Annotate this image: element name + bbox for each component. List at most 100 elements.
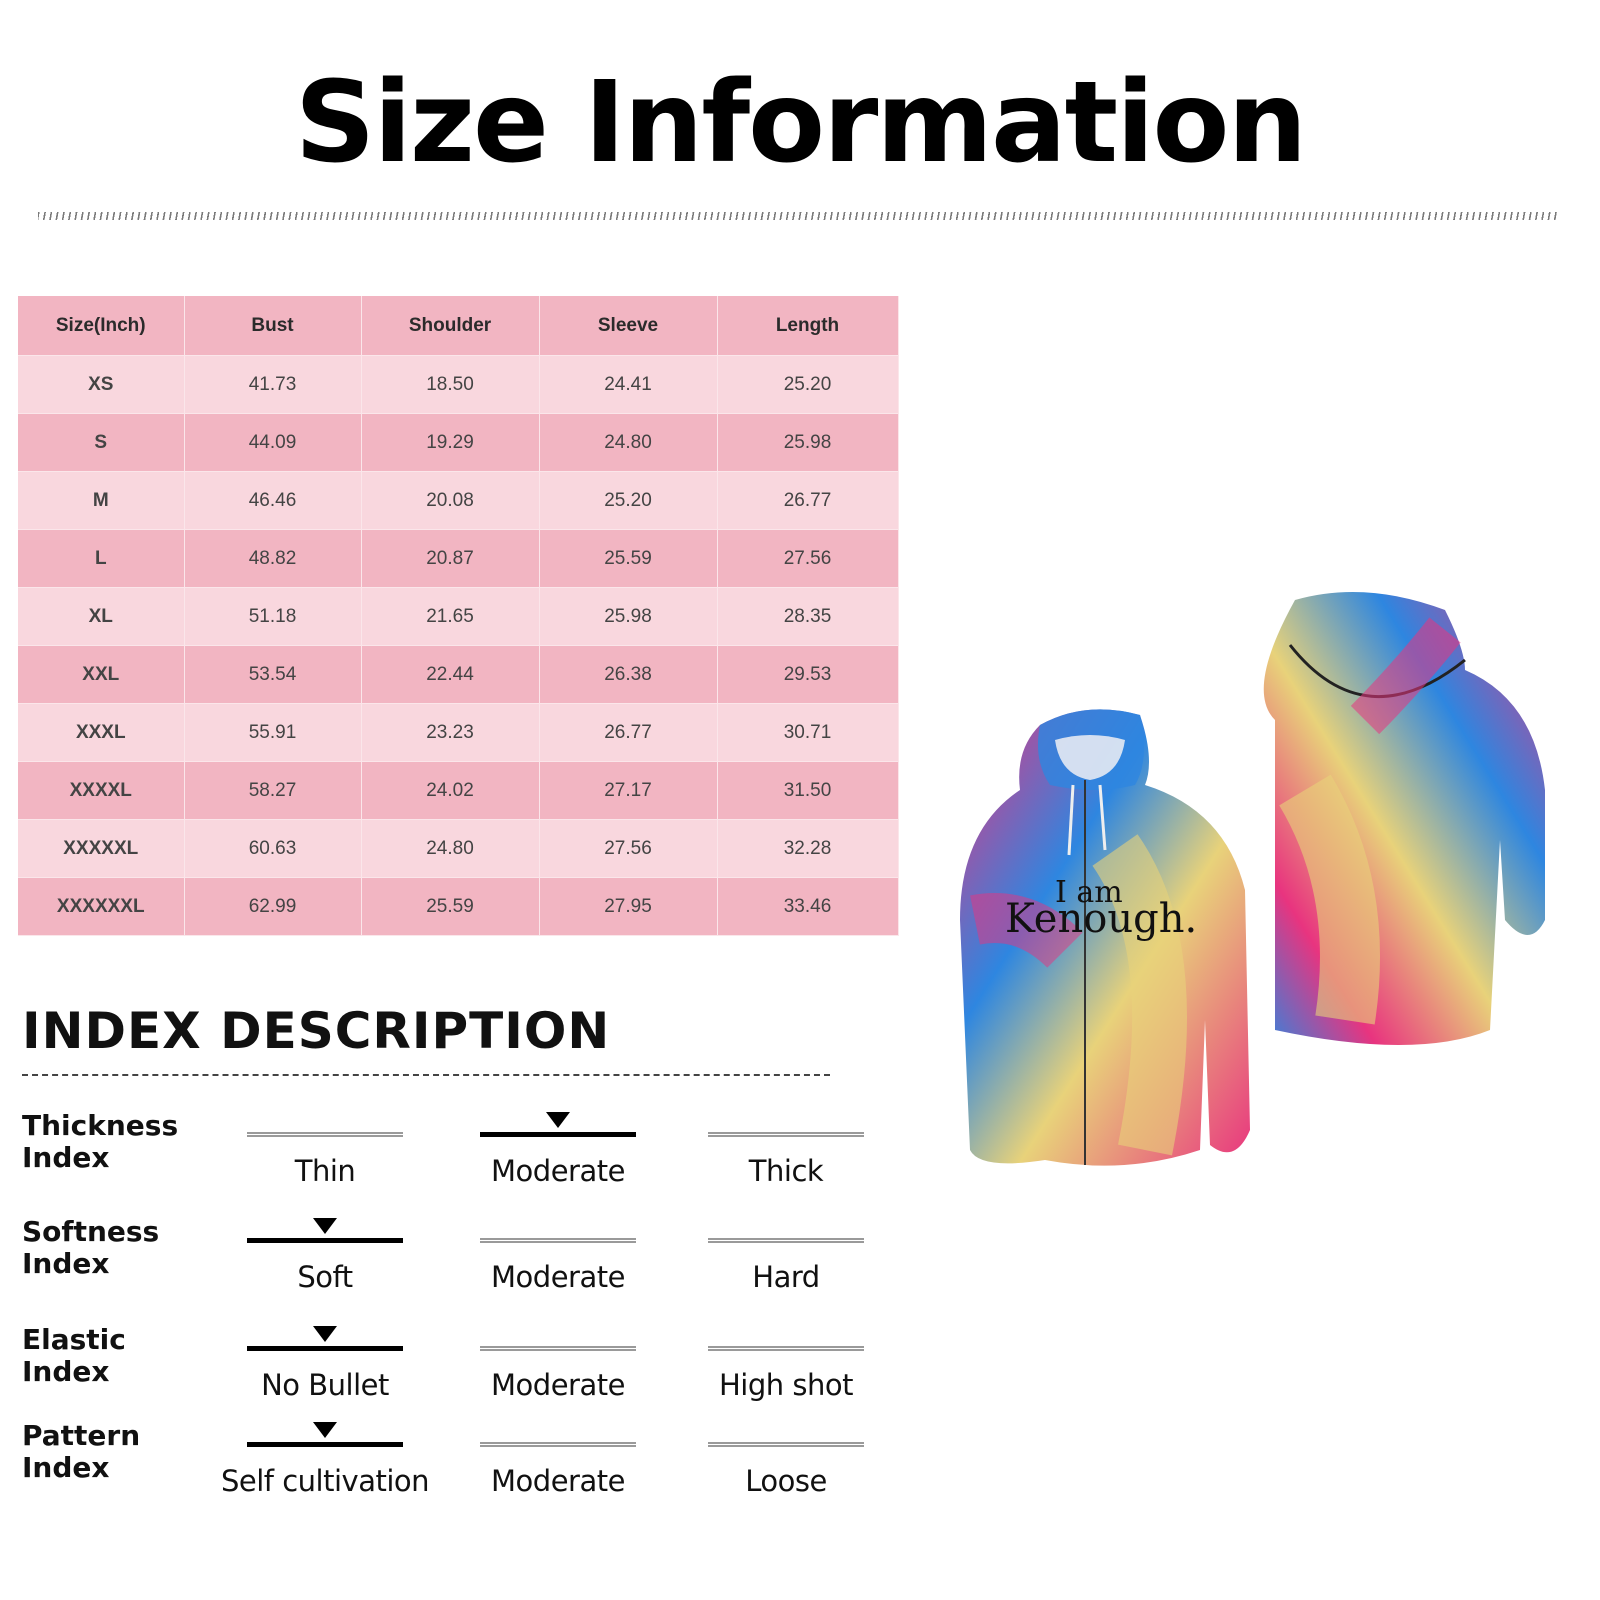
index-option: Moderate <box>491 1154 625 1188</box>
cell-bust: 62.99 <box>184 877 362 936</box>
cell-shoulder: 24.80 <box>361 819 540 878</box>
cell-length: 30.71 <box>717 703 899 762</box>
table-row: M 46.46 20.08 25.20 26.77 <box>18 471 899 530</box>
hoodie-back <box>1263 592 1545 1045</box>
cell-sleeve: 24.80 <box>539 413 718 472</box>
cell-sleeve: 27.17 <box>539 761 718 820</box>
cell-bust: 44.09 <box>184 413 362 472</box>
index-option: Hard <box>752 1260 820 1294</box>
print-line-2: Kenough. <box>1005 896 1197 942</box>
cell-bust: 53.54 <box>184 645 362 704</box>
index-bar <box>708 1442 864 1447</box>
cell-size: XXXXL <box>18 761 185 820</box>
cell-shoulder: 22.44 <box>361 645 540 704</box>
index-option: Thick <box>748 1154 824 1188</box>
index-option: Soft <box>297 1260 353 1294</box>
index-label-line-2: Index <box>22 1247 110 1280</box>
cell-length: 31.50 <box>717 761 899 820</box>
index-option: Loose <box>745 1464 827 1498</box>
cell-sleeve: 25.98 <box>539 587 718 646</box>
print-line-1: I am <box>1055 875 1123 910</box>
cell-size: XS <box>18 355 185 414</box>
header-sleeve: Sleeve <box>539 296 718 356</box>
cell-shoulder: 23.23 <box>361 703 540 762</box>
selected-marker-icon <box>313 1326 337 1342</box>
header-size: Size(Inch) <box>18 296 185 356</box>
cell-length: 28.35 <box>717 587 899 646</box>
index-label: Softness Index <box>22 1216 202 1280</box>
index-option: Moderate <box>491 1464 625 1498</box>
index-bar <box>708 1346 864 1351</box>
index-option: Moderate <box>491 1260 625 1294</box>
cell-shoulder: 20.87 <box>361 529 540 588</box>
table-row: XS 41.73 18.50 24.41 25.20 <box>18 355 899 414</box>
cell-shoulder: 19.29 <box>361 413 540 472</box>
index-option: Thin <box>294 1154 356 1188</box>
index-label-line-1: Softness <box>22 1215 160 1248</box>
index-option: Moderate <box>491 1368 625 1402</box>
size-table-header: Size(Inch) Bust Shoulder Sleeve Length <box>18 296 899 356</box>
cell-sleeve: 27.56 <box>539 819 718 878</box>
cell-sleeve: 24.41 <box>539 355 718 414</box>
table-row: S 44.09 19.29 24.80 25.98 <box>18 413 899 472</box>
index-label-line-2: Index <box>22 1141 110 1174</box>
cell-size: XXXL <box>18 703 185 762</box>
cell-length: 25.98 <box>717 413 899 472</box>
cell-size: XXL <box>18 645 185 704</box>
index-label-line-1: Thickness <box>22 1109 179 1142</box>
cell-bust: 58.27 <box>184 761 362 820</box>
cell-shoulder: 24.02 <box>361 761 540 820</box>
index-label-line-1: Elastic <box>22 1323 126 1356</box>
index-divider <box>22 1074 830 1076</box>
cell-size: XXXXXXL <box>18 877 185 936</box>
selected-marker-icon <box>546 1112 570 1128</box>
cell-size: S <box>18 413 185 472</box>
size-table: Size(Inch) Bust Shoulder Sleeve Length X… <box>18 296 899 936</box>
cell-shoulder: 25.59 <box>361 877 540 936</box>
index-label-line-2: Index <box>22 1355 110 1388</box>
index-label-line-1: Pattern <box>22 1419 141 1452</box>
cell-bust: 60.63 <box>184 819 362 878</box>
index-heading: INDEX DESCRIPTION <box>22 1002 611 1060</box>
cell-size: XL <box>18 587 185 646</box>
index-option: High shot <box>719 1368 853 1402</box>
index-bar <box>708 1132 864 1137</box>
table-row: XL 51.18 21.65 25.98 28.35 <box>18 587 899 646</box>
cell-sleeve: 27.95 <box>539 877 718 936</box>
table-row: XXXXL 58.27 24.02 27.17 31.50 <box>18 761 899 820</box>
table-row: L 48.82 20.87 25.59 27.56 <box>18 529 899 588</box>
cell-shoulder: 21.65 <box>361 587 540 646</box>
hoodie-front <box>960 709 1250 1166</box>
cell-bust: 55.91 <box>184 703 362 762</box>
index-bar <box>247 1132 403 1137</box>
cell-length: 32.28 <box>717 819 899 878</box>
cell-shoulder: 20.08 <box>361 471 540 530</box>
cell-size: M <box>18 471 185 530</box>
index-label: Pattern Index <box>22 1420 202 1484</box>
cell-shoulder: 18.50 <box>361 355 540 414</box>
index-label-line-2: Index <box>22 1451 110 1484</box>
table-row: XXXL 55.91 23.23 26.77 30.71 <box>18 703 899 762</box>
page-title: Size Information <box>294 58 1307 188</box>
cell-bust: 46.46 <box>184 471 362 530</box>
index-option: No Bullet <box>261 1368 389 1402</box>
selected-marker-icon <box>313 1422 337 1438</box>
cell-sleeve: 26.77 <box>539 703 718 762</box>
cell-sleeve: 25.59 <box>539 529 718 588</box>
cell-bust: 41.73 <box>184 355 362 414</box>
table-row: XXXXXXL 62.99 25.59 27.95 33.46 <box>18 877 899 936</box>
index-bar <box>480 1346 636 1351</box>
cell-length: 29.53 <box>717 645 899 704</box>
cell-sleeve: 26.38 <box>539 645 718 704</box>
index-bar <box>247 1238 403 1243</box>
index-bar <box>480 1238 636 1243</box>
cell-sleeve: 25.20 <box>539 471 718 530</box>
title-divider <box>38 212 1560 220</box>
cell-length: 27.56 <box>717 529 899 588</box>
index-bar <box>480 1132 636 1137</box>
cell-length: 25.20 <box>717 355 899 414</box>
cell-length: 33.46 <box>717 877 899 936</box>
selected-marker-icon <box>313 1218 337 1234</box>
cell-size: XXXXXL <box>18 819 185 878</box>
hoodie-print: I am Kenough. <box>1005 875 1197 942</box>
